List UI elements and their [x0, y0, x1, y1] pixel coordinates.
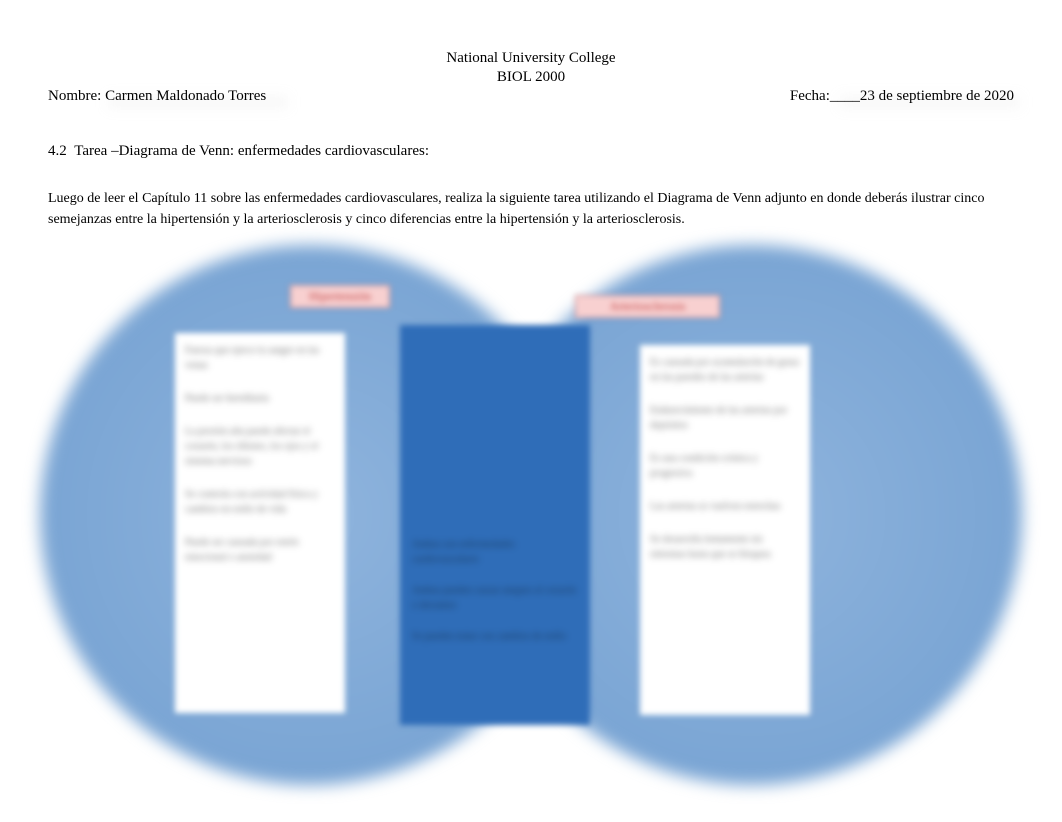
right-item: Endurecimiento de las arterias por depós…	[650, 403, 800, 433]
center-item: Se pueden tratar con cambios de estilo	[412, 629, 578, 644]
right-item: Es una condición crónica y progresiva	[650, 451, 800, 481]
venn-box-left: Fuerza que ejerce la sangre en las venas…	[175, 333, 345, 713]
name-value: Carmen Maldonado Torres	[105, 88, 266, 104]
name-label: Nombre:	[48, 88, 105, 104]
right-item: Es causada por acumulación de grasa en l…	[650, 355, 800, 385]
date-field: Fecha:____23 de septiembre de 2020	[790, 88, 1014, 105]
venn-label-left: Hipertensión	[290, 285, 390, 308]
center-item: Ambas son enfermedades cardiovasculares	[412, 537, 578, 567]
section-name: Tarea –Diagrama de Venn: enfermedades ca…	[74, 143, 429, 159]
right-item: Las arterias se vuelven estrechas	[650, 499, 800, 514]
student-name-field: Nombre: Carmen Maldonado Torres	[48, 88, 266, 105]
left-item: Fuerza que ejerce la sangre en las venas	[185, 343, 335, 373]
left-item: Puede ser hereditaria	[185, 391, 335, 406]
center-item: Ambas pueden causar ataques al corazón o…	[412, 583, 578, 613]
left-item: La presión alta puede afectar el corazón…	[185, 424, 335, 469]
date-label: Fecha:____	[790, 88, 860, 104]
venn-diagram: Hipertensión Arteriosclerosis Fuerza que…	[0, 245, 1062, 785]
left-item: Puede ser causada por estrés emocional o…	[185, 535, 335, 565]
venn-box-center: Ambas son enfermedades cardiovasculares …	[400, 325, 590, 725]
right-item: Se desarrolla lentamente sin síntomas ha…	[650, 532, 800, 562]
venn-label-right: Arteriosclerosis	[575, 295, 720, 318]
venn-box-right: Es causada por acumulación de grasa en l…	[640, 345, 810, 715]
instructions-text: Luego de leer el Capítulo 11 sobre las e…	[0, 188, 1062, 230]
section-number: 4.2	[48, 143, 67, 159]
date-value: 23 de septiembre de 2020	[860, 88, 1014, 104]
section-title: 4.2 Tarea –Diagrama de Venn: enfermedade…	[0, 143, 1062, 160]
institution-name: National University College	[0, 50, 1062, 67]
course-code: BIOL 2000	[0, 69, 1062, 86]
left-item: Se controla con actividad física y cambi…	[185, 487, 335, 517]
